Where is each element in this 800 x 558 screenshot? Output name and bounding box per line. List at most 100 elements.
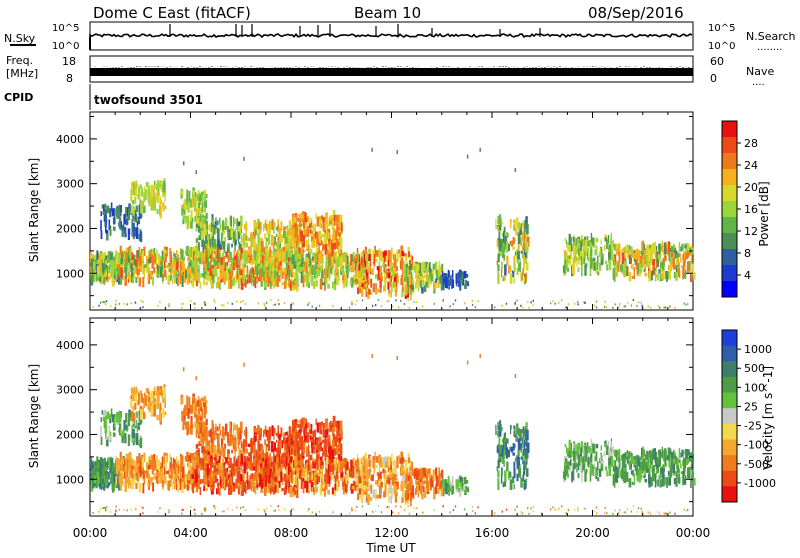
power-cell <box>316 234 319 245</box>
power-cell <box>650 248 653 258</box>
power-cell <box>131 263 133 272</box>
power-cell <box>391 248 393 256</box>
velocity-cell <box>174 467 176 475</box>
velocity-cell <box>134 387 136 394</box>
velocity-cell <box>230 432 232 435</box>
power-cell <box>153 199 156 211</box>
power-cell <box>265 252 267 261</box>
velocity-cell <box>157 472 158 480</box>
velocity-cell <box>220 463 223 470</box>
velocity-cell <box>93 468 96 476</box>
power-cell <box>159 301 160 303</box>
power-cell <box>197 209 199 216</box>
power-cell <box>576 250 577 255</box>
power-cell <box>388 300 389 302</box>
power-cell <box>641 242 643 251</box>
power-cell <box>180 262 181 273</box>
power-cell <box>680 257 682 262</box>
power-cell <box>518 263 521 272</box>
velocity-cell <box>238 483 240 487</box>
velocity-cell <box>120 485 122 490</box>
velocity-cell <box>212 475 215 480</box>
power-cell <box>112 208 115 216</box>
power-cell <box>191 268 194 273</box>
power-cell <box>409 307 410 309</box>
power-cell <box>294 217 296 222</box>
power-cell <box>204 201 207 207</box>
power-cell <box>613 268 615 280</box>
velocity-cell <box>234 461 237 466</box>
power-cell <box>636 259 638 269</box>
power-cell <box>213 220 215 223</box>
power-cell <box>182 260 184 272</box>
power-cell <box>100 220 102 231</box>
power-cell <box>674 307 675 309</box>
power-cell <box>159 205 161 215</box>
power-cell <box>132 200 134 204</box>
velocity-cell <box>276 468 278 472</box>
power-cell <box>210 281 213 285</box>
power-cell <box>190 300 191 302</box>
power-cell <box>193 252 194 261</box>
power-cell <box>162 251 163 258</box>
nave-lo: 0 <box>710 72 717 85</box>
velocity-cell <box>150 411 152 417</box>
velocity-cell <box>214 457 215 460</box>
velocity-cell <box>91 461 93 465</box>
velocity-cell <box>240 476 243 482</box>
power-cell <box>465 281 467 288</box>
power-cell <box>565 253 568 257</box>
power-cell <box>443 299 444 301</box>
power-cell <box>147 191 150 196</box>
velocity-cell <box>259 475 262 487</box>
freq-lo: 8 <box>66 72 73 85</box>
velocity-cell <box>193 458 194 467</box>
velocity-cell <box>129 454 131 465</box>
power-cell <box>506 303 507 305</box>
power-cell <box>289 261 291 266</box>
velocity-cell <box>210 438 212 443</box>
power-cell <box>225 218 227 227</box>
power-cell <box>302 249 304 252</box>
nsky-label: N.Sky <box>4 32 36 45</box>
power-cell <box>227 274 228 281</box>
power-cell <box>135 259 138 267</box>
velocity-cell <box>174 462 177 468</box>
velocity-cell <box>108 476 110 480</box>
velocity-cell <box>174 459 176 462</box>
power-cell <box>251 257 253 264</box>
velocity-cell <box>221 473 223 477</box>
velocity-cell <box>149 474 150 478</box>
velocity-cell <box>221 439 223 444</box>
power-cell <box>308 302 309 304</box>
power-cell <box>181 249 183 259</box>
power-cell <box>248 257 249 262</box>
power-cell <box>285 274 287 280</box>
power-cell <box>357 287 359 294</box>
power-cell <box>332 305 333 307</box>
power-cell <box>132 223 135 232</box>
power-cell <box>372 305 373 307</box>
power-cell <box>263 224 264 231</box>
power-cell <box>375 259 377 263</box>
power-cell <box>662 241 663 253</box>
velocity-cell <box>110 436 112 440</box>
velocity-cell <box>159 411 161 421</box>
power-cell <box>196 170 198 174</box>
power-cell <box>578 238 580 249</box>
power-cell <box>619 251 621 263</box>
power-cell <box>98 305 99 307</box>
power-cell <box>174 261 176 269</box>
velocity-cell <box>188 397 190 408</box>
power-cell <box>424 263 426 271</box>
power-cell <box>661 273 663 280</box>
power-cell <box>276 234 278 237</box>
velocity-cell <box>156 390 159 396</box>
power-cell <box>336 241 339 249</box>
power-cell <box>362 299 363 301</box>
power-cell <box>648 246 649 256</box>
power-cell <box>312 281 313 286</box>
power-cell <box>605 301 606 303</box>
velocity-cell <box>237 462 239 470</box>
